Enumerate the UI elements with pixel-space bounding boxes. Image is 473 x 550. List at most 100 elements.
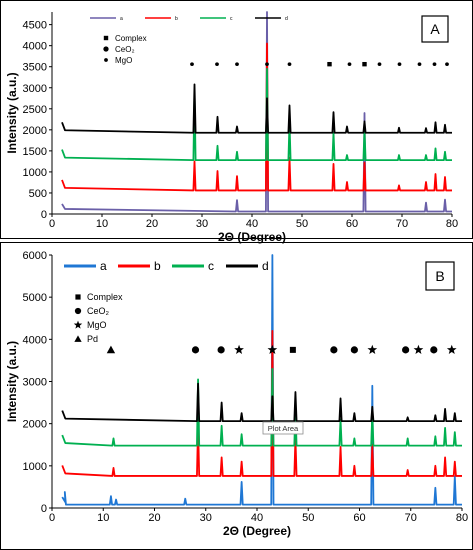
phase-marker-triangle xyxy=(106,345,116,354)
phase-marker-dot xyxy=(235,62,239,67)
phase-marker-square xyxy=(289,346,296,353)
series-line-c xyxy=(61,67,452,162)
phase-marker-star xyxy=(234,344,244,354)
phase-legend-label: CeO₂ xyxy=(115,45,135,54)
phase-legend-symbol-circle xyxy=(74,307,82,315)
phase-marker-dot xyxy=(445,62,449,67)
phase-legend-symbol-square xyxy=(75,294,81,300)
x-tick-label: 70 xyxy=(396,218,408,230)
phase-legend-label: Pd xyxy=(87,334,98,344)
phase-legend-label: MgO xyxy=(87,320,107,330)
plot-area-tooltip: Plot Area xyxy=(262,421,304,435)
y-tick-label: 1000 xyxy=(23,167,47,179)
y-tick-label: 0 xyxy=(41,503,47,515)
x-tick-label: 50 xyxy=(296,218,308,230)
phase-marker-star xyxy=(446,344,457,354)
legend-label-a: a xyxy=(100,259,107,273)
phase-marker-square xyxy=(327,61,332,67)
x-tick-label: 60 xyxy=(353,512,365,524)
y-axis-title: Intensity (a.u.) xyxy=(5,72,19,153)
phase-marker-dot xyxy=(347,62,352,67)
phase-marker-dot xyxy=(377,62,382,67)
legend-label-c: c xyxy=(230,16,233,22)
phase-legend-symbol-dot xyxy=(104,58,108,62)
panel-a-chart: 0 10 20 30 40 50 60 70 80 0 500 1000 1500 2000 2500 300… xyxy=(5,11,458,244)
y-tick-label: 4500 xyxy=(23,20,47,32)
y-tick-label: 3000 xyxy=(23,377,47,389)
series-line-b xyxy=(61,42,452,192)
x-tick-label: 20 xyxy=(146,218,158,230)
y-tick-label: 4000 xyxy=(23,41,47,53)
y-tick-label: 2000 xyxy=(23,419,47,431)
phase-marker-circle xyxy=(402,346,410,354)
legend-label-d: d xyxy=(285,16,288,22)
x-tick-label: 70 xyxy=(405,512,417,524)
phase-legend-label: Complex xyxy=(115,34,147,43)
phase-marker-circle xyxy=(191,346,200,354)
series-line-d xyxy=(61,382,462,423)
tooltip-text: Plot Area xyxy=(268,424,299,433)
phase-marker-star xyxy=(413,344,424,354)
phase-marker-dot xyxy=(215,62,219,67)
y-axis-title: Intensity (a.u.) xyxy=(5,341,19,422)
phase-marker-circle xyxy=(330,346,338,354)
x-tick-label: 30 xyxy=(200,512,212,524)
y-tick-label: 6000 xyxy=(23,250,47,262)
panel-label: B xyxy=(435,268,444,284)
x-axis-title: 2Θ (Degree) xyxy=(223,524,291,538)
x-tick-label: 30 xyxy=(196,218,208,230)
x-axis-title: 2Θ (Degree) xyxy=(218,230,286,244)
phase-legend-label: CeO₂ xyxy=(87,306,110,316)
panel-a-frame xyxy=(0,0,473,239)
panel-b-frame xyxy=(0,242,473,550)
y-tick-label: 2500 xyxy=(23,104,47,116)
x-tick-label: 40 xyxy=(246,218,258,230)
phase-marker-circle xyxy=(350,346,358,354)
legend-label-b: b xyxy=(175,16,178,22)
legend-label-d: d xyxy=(262,259,269,273)
phase-legend-symbol-square xyxy=(103,35,109,41)
phase-marker-dot xyxy=(287,62,292,67)
tooltip-box xyxy=(262,421,304,435)
series-line-b xyxy=(61,330,462,477)
x-tick-label: 0 xyxy=(49,512,55,524)
phase-marker-dot xyxy=(190,62,194,67)
phase-legend-symbol-star xyxy=(73,320,83,329)
phase-legend-symbol-circle xyxy=(103,46,109,52)
x-tick-label: 10 xyxy=(96,218,108,230)
x-tick-label: 10 xyxy=(97,512,109,524)
x-tick-label: 50 xyxy=(302,512,314,524)
y-tick-label: 3000 xyxy=(23,83,47,95)
phase-marker-star xyxy=(367,344,378,354)
x-tick-label: 0 xyxy=(49,218,55,230)
legend-label-c: c xyxy=(208,259,214,273)
x-tick-label: 80 xyxy=(446,218,458,230)
y-tick-label: 3500 xyxy=(23,62,47,74)
series-line-c xyxy=(61,367,462,447)
legend-label-b: b xyxy=(154,259,161,273)
y-tick-label: 1500 xyxy=(23,146,47,158)
panel-label-box xyxy=(421,15,449,43)
y-tick-label: 5000 xyxy=(23,292,47,304)
x-tick-label: 20 xyxy=(148,512,160,524)
phase-legend-symbol-triangle xyxy=(74,335,82,342)
panel-label: A xyxy=(430,21,440,37)
phase-marker-square xyxy=(362,61,367,67)
phase-marker-dot xyxy=(432,62,437,67)
phase-marker-circle xyxy=(430,346,438,354)
y-tick-label: 2000 xyxy=(23,125,47,137)
y-tick-label: 1000 xyxy=(23,461,47,473)
y-tick-label: 0 xyxy=(41,209,47,221)
series-line-d xyxy=(61,83,452,134)
x-tick-label: 80 xyxy=(456,512,468,524)
phase-legend-label: MgO xyxy=(115,56,132,65)
phase-marker-circle xyxy=(217,346,225,354)
x-tick-label: 40 xyxy=(251,512,263,524)
x-tick-label: 60 xyxy=(346,218,358,230)
phase-legend-label: Complex xyxy=(87,292,123,302)
phase-marker-dot xyxy=(397,62,402,67)
series-line-a xyxy=(61,254,462,506)
phase-marker-dot xyxy=(265,62,269,67)
y-tick-label: 500 xyxy=(29,188,47,200)
